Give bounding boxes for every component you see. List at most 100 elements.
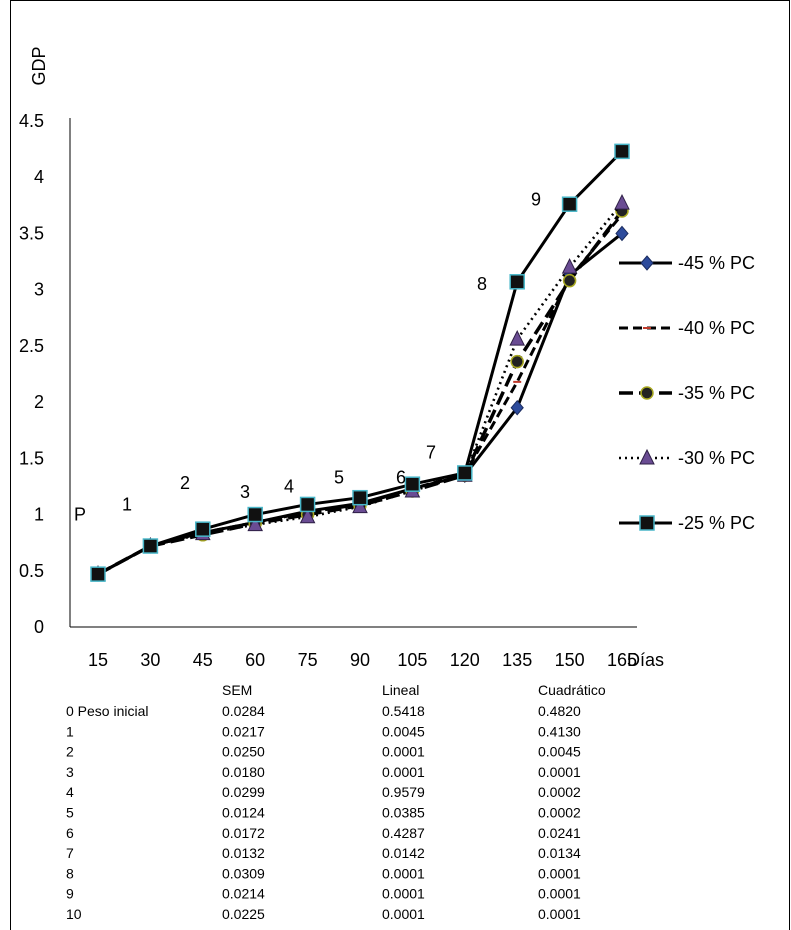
square-marker (509, 274, 525, 290)
legend-label: -30 % PC (678, 448, 755, 468)
table-row: 7 0.0132 0.0142 0.0134 (66, 845, 581, 861)
point-annotation: 8 (477, 274, 487, 294)
y-tick-label: 2 (34, 392, 44, 412)
table-row: 4 0.0299 0.9579 0.0002 (66, 784, 581, 800)
table-cell: 0.0241 (538, 825, 581, 841)
table-cell: 0.0180 (222, 764, 265, 780)
table-row: 2 0.0250 0.0001 0.0045 (66, 744, 581, 760)
square-marker (404, 476, 421, 492)
chart-annotations: P 1 2 3 4 5 67 8 9 (74, 190, 541, 525)
table-cell: 10 (66, 906, 82, 922)
x-tick-label: 45 (193, 650, 213, 670)
x-tick-label: 105 (397, 650, 427, 670)
table-cell: 1 (66, 723, 74, 739)
diamond-marker (640, 255, 654, 271)
x-tick-label: 135 (502, 650, 532, 670)
series-line (97, 202, 624, 576)
table-cell: 7 (66, 845, 74, 861)
y-tick-label: 2.5 (19, 336, 44, 356)
x-axis-label: Días (627, 650, 664, 670)
table-row: 6 0.0172 0.4287 0.0241 (66, 825, 581, 841)
point-annotation: 1 (122, 494, 132, 514)
x-tick-label: 75 (298, 650, 318, 670)
table-cell: 0.0001 (382, 764, 425, 780)
point-annotation: 7 (426, 443, 436, 463)
chart-legend: -45 % PC -40 % PC -35 % PC -30 % PC -25 % PC (619, 253, 755, 533)
point-annotation: 3 (240, 482, 250, 502)
legend-label: -35 % PC (678, 383, 755, 403)
table-cell: 3 (66, 764, 74, 780)
legend-item-2: -40 % PC (619, 318, 755, 338)
chart-axes: 00.511.522.533.544.515 30 45 60 75 90 105 120 13… (19, 46, 664, 670)
table-cell: 0.4130 (538, 723, 581, 739)
table-row: 3 0.0180 0.0001 0.0001 (66, 764, 581, 780)
point-annotation: 5 (334, 467, 344, 487)
point-annotation: P (74, 505, 86, 525)
square-marker (247, 506, 263, 523)
y-tick-label: 0.5 (19, 561, 44, 581)
x-tick-label: 165 (607, 650, 637, 670)
y-axis-label: GDP (29, 46, 49, 85)
series-3 (91, 204, 629, 581)
x-tick-label: 150 (555, 650, 585, 670)
legend-item-3: -35 % PC (619, 383, 755, 403)
table-cell: 0.5418 (382, 703, 425, 719)
triangle-marker (639, 448, 655, 465)
legend-label: -25 % PC (678, 513, 755, 533)
series-2 (94, 213, 626, 576)
square-marker (614, 143, 630, 160)
table-cell: 0.0002 (538, 805, 581, 821)
square-marker (639, 515, 655, 531)
table-cell: 0 Peso inicial (66, 703, 149, 719)
point-annotation: 9 (531, 190, 541, 210)
table-cell: 0.0001 (382, 906, 425, 922)
square-marker (561, 196, 578, 212)
point-annotation: 4 (284, 476, 294, 496)
square-marker (90, 566, 106, 582)
table-cell: 0.0001 (382, 886, 425, 902)
circle-marker (510, 354, 524, 369)
table-cell: 5 (66, 805, 74, 821)
table-cell: 0.0001 (538, 865, 581, 881)
table-cell: 0.9579 (382, 784, 425, 800)
table-row: 10 0.0225 0.0001 0.0001 (66, 906, 581, 922)
table-cell: 0.0045 (382, 723, 425, 739)
table-cell: 0.0001 (538, 906, 581, 922)
table-header: Cuadrático (538, 682, 606, 698)
y-tick-label: 0 (34, 617, 44, 637)
circle-marker (562, 273, 577, 288)
table-cell: 0.0284 (222, 703, 265, 719)
x-tick-label: 15 (88, 650, 108, 670)
y-tick-label: 3 (34, 280, 44, 300)
square-marker (142, 538, 159, 554)
table-cell: 0.0214 (222, 886, 265, 902)
legend-item-5: -25 % PC (619, 513, 755, 533)
point-annotation: 2 (180, 473, 190, 493)
triangle-marker (299, 507, 316, 524)
x-tick-label: 60 (245, 650, 265, 670)
table-cell: 0.4287 (382, 825, 425, 841)
legend-label: -40 % PC (678, 318, 755, 338)
table-row: 9 0.0214 0.0001 0.0001 (66, 886, 581, 902)
table-cell: 0.0132 (222, 845, 265, 861)
table-cell: 0.0309 (222, 865, 265, 881)
table-cell: 0.4820 (538, 703, 581, 719)
figure-frame (10, 0, 790, 930)
table-cell: 0.0045 (538, 744, 581, 760)
circle-marker (640, 386, 654, 400)
series-4 (90, 193, 630, 581)
table-cell: 0.0001 (382, 865, 425, 881)
table-row: 1 0.0217 0.0045 0.4130 (66, 723, 581, 739)
point-annotation: 6 (396, 467, 406, 487)
table-row: 5 0.0124 0.0385 0.0002 (66, 805, 581, 821)
diamond-marker (615, 225, 629, 242)
chart-series (90, 143, 630, 582)
table-cell: 0.0385 (382, 805, 425, 821)
table-cell: 8 (66, 865, 74, 881)
table-cell: 0.0134 (538, 845, 581, 861)
legend-item-4: -30 % PC (619, 448, 755, 468)
y-tick-label: 1.5 (19, 448, 44, 468)
square-marker (457, 465, 473, 481)
